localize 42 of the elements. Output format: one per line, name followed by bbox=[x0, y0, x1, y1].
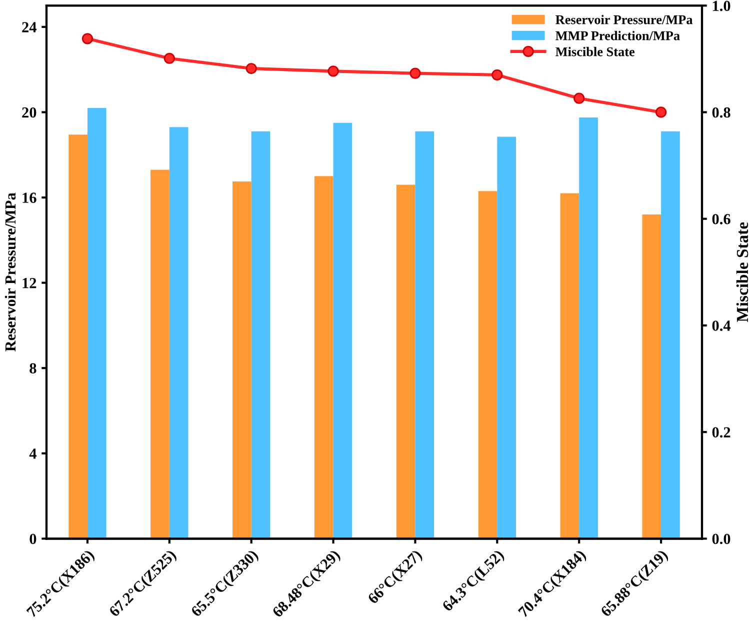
y-tick-label: 24 bbox=[22, 22, 36, 32]
bar bbox=[232, 182, 252, 539]
y-tick-label: 0 bbox=[30, 534, 36, 544]
bar bbox=[497, 136, 516, 539]
y2-tick-label: 0.0 bbox=[712, 534, 730, 544]
bar bbox=[396, 184, 416, 539]
bar bbox=[314, 176, 334, 539]
point bbox=[246, 62, 257, 74]
legend-label: Reservoir Pressure/MPa bbox=[556, 14, 693, 24]
bar bbox=[478, 191, 498, 539]
bar bbox=[642, 214, 662, 539]
bar bbox=[251, 131, 270, 539]
point bbox=[82, 33, 94, 44]
bar bbox=[87, 108, 106, 539]
y2-tick-label: 0.4 bbox=[712, 320, 731, 331]
point bbox=[655, 106, 667, 118]
y-tick-label: 4 bbox=[29, 448, 36, 459]
point bbox=[574, 92, 585, 104]
y2-tick-label: 0.2 bbox=[712, 427, 730, 438]
y-tick-label: 16 bbox=[22, 192, 36, 203]
bar bbox=[169, 127, 188, 539]
y-axis-title: Reservoir Pressure/MPa bbox=[4, 192, 16, 352]
bar bbox=[579, 118, 598, 539]
legend-label: MMP Prediction/MPa bbox=[556, 30, 680, 40]
y-tick-label: 20 bbox=[22, 107, 36, 118]
y-tick-label: 12 bbox=[22, 278, 36, 288]
y2-tick-label: 1.0 bbox=[712, 0, 730, 12]
y2-axis-title: Miscible State bbox=[736, 222, 748, 322]
y2-tick-label: 0.6 bbox=[712, 214, 730, 224]
y-tick-label: 8 bbox=[30, 363, 36, 374]
bar bbox=[68, 134, 88, 539]
bar bbox=[560, 193, 580, 539]
bar bbox=[415, 131, 434, 539]
y2-tick-label: 0.8 bbox=[712, 107, 730, 118]
bar bbox=[661, 131, 680, 539]
point bbox=[410, 68, 421, 79]
bar bbox=[333, 122, 352, 539]
point bbox=[328, 66, 339, 77]
bar bbox=[150, 170, 170, 539]
point bbox=[164, 52, 175, 64]
point bbox=[492, 69, 503, 80]
legend-label: Miscible State bbox=[556, 46, 635, 56]
